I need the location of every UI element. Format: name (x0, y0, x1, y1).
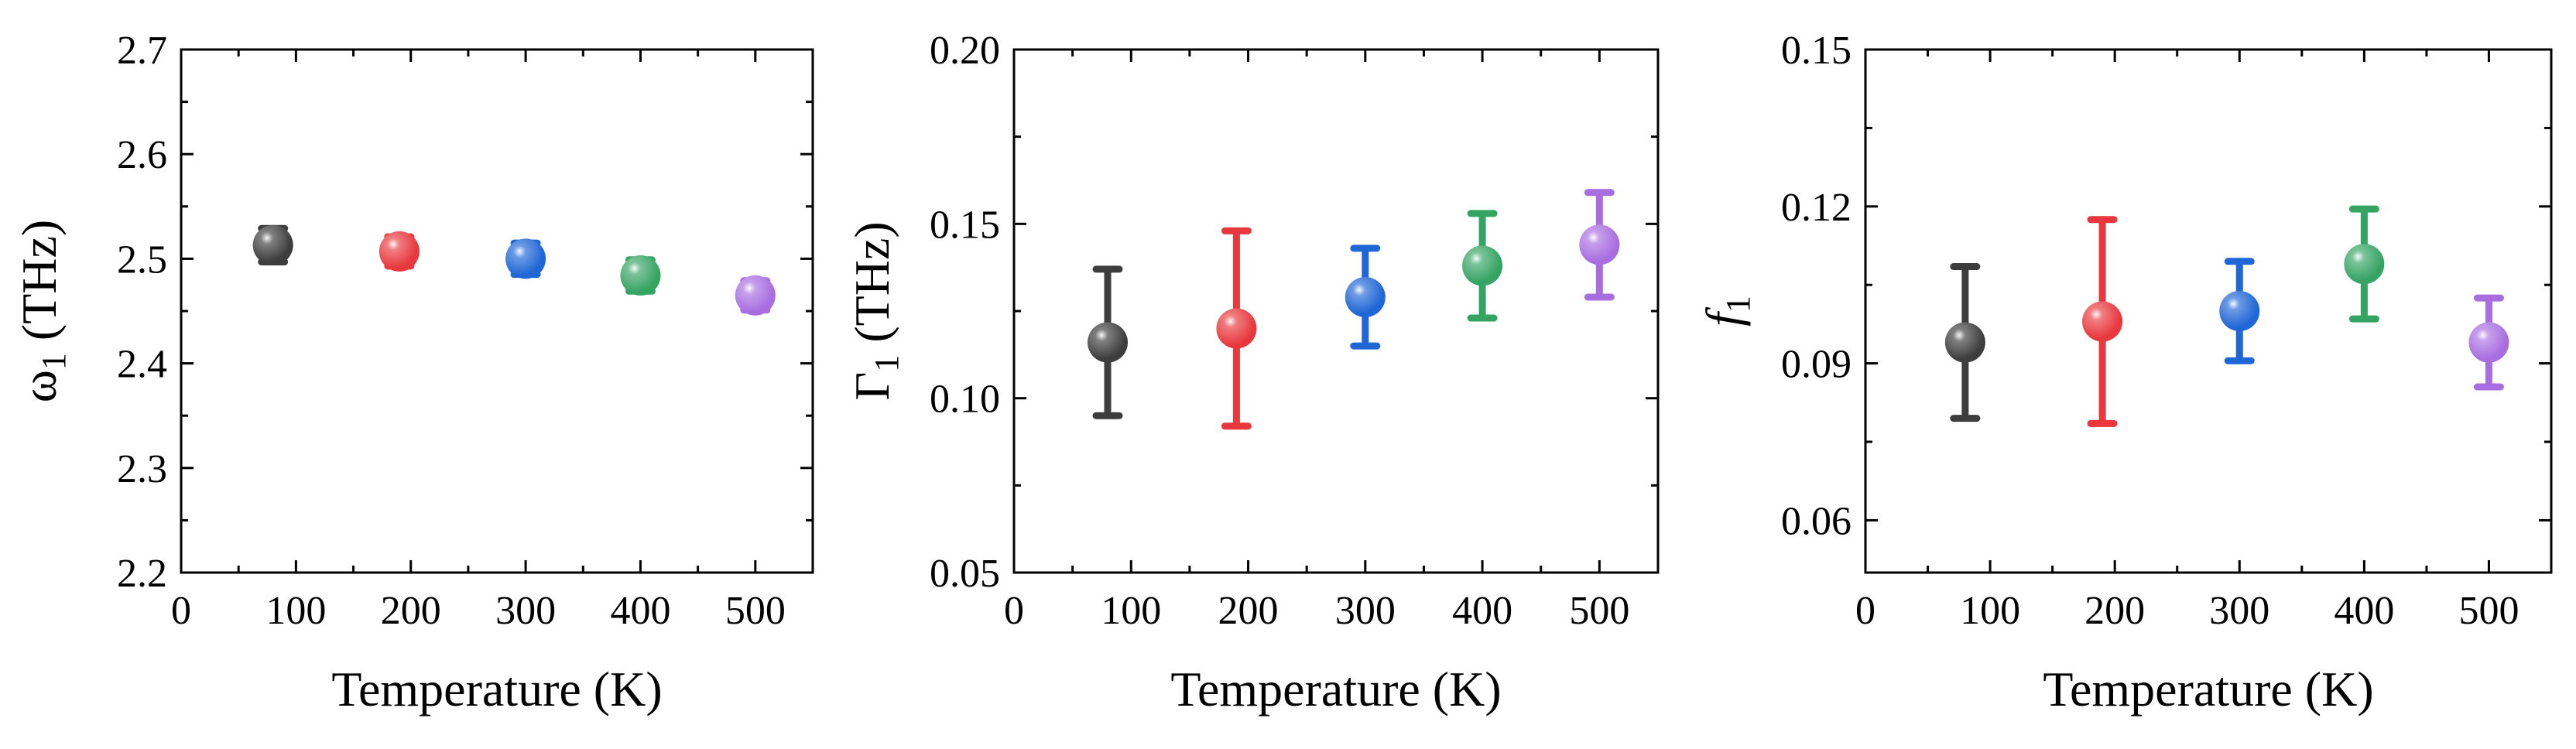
y-tick-label: 0.15 (930, 203, 1000, 247)
data-point (1345, 245, 1386, 350)
y-axis-title: Γ1 (THz) (844, 221, 906, 400)
x-tick-label: 200 (2084, 589, 2145, 633)
data-point (1462, 210, 1503, 322)
marker-highlight (1216, 308, 1257, 349)
x-axis-title: Temperature (K) (1170, 662, 1501, 717)
marker-highlight (1944, 322, 1985, 363)
plot-frame (180, 48, 814, 574)
y-tick-label: 2.3 (117, 447, 167, 491)
x-tick-label: 300 (2209, 589, 2269, 633)
x-tick-label: 500 (2458, 589, 2519, 633)
x-tick-label: 0 (171, 589, 191, 633)
marker-highlight (1579, 224, 1620, 265)
y-axis-title: ω1 (THz) (12, 220, 73, 402)
y-axis-subscript: 1 (868, 355, 906, 372)
data-point (1088, 265, 1129, 419)
data-point (735, 275, 776, 316)
data-point (1579, 189, 1620, 301)
x-tick-label: 200 (1218, 589, 1279, 633)
marker-highlight (2344, 244, 2385, 285)
y-tick-label: 0.20 (930, 29, 1000, 73)
marker-highlight (1345, 276, 1386, 317)
x-tick-label: 200 (381, 589, 441, 633)
y-tick-label: 2.5 (117, 238, 167, 282)
marker-highlight (735, 275, 776, 316)
x-tick-label: 100 (1960, 589, 2020, 633)
y-axis-unit: (THz) (844, 221, 899, 354)
data-point (2082, 216, 2123, 427)
plot-frame (1864, 48, 2553, 574)
x-tick-label: 0 (1004, 589, 1024, 633)
marker-highlight (2468, 322, 2509, 363)
marker-highlight (505, 238, 546, 279)
y-tick-label: 2.2 (117, 552, 167, 596)
y-tick-label: 0.10 (930, 378, 1000, 422)
x-tick-label: 500 (1569, 589, 1629, 633)
data-point (252, 224, 293, 265)
y-tick-label: 0.05 (930, 552, 1000, 596)
x-tick-label: 0 (1855, 589, 1875, 633)
y-tick-label: 0.09 (1781, 343, 1852, 387)
panel-omega: 0 100 200 300 400 500 2.2 2.3 2.4 2.5 2.6 2.7 Temper… (12, 29, 814, 717)
data-point (1944, 263, 1985, 422)
data-point (620, 255, 661, 296)
data-point (505, 238, 546, 279)
panel-gamma: 0 100 200 300 400 500 0.05 0.10 0.15 0.20 Temperat… (844, 29, 1660, 717)
x-axis-title: Temperature (K) (331, 662, 662, 717)
panel-f: 0 100 200 300 400 500 0.06 0.09 0.12 0.15 Temperat… (1696, 29, 2553, 717)
x-tick-label: 400 (1452, 589, 1512, 633)
y-axis-subscript: 1 (1719, 296, 1757, 313)
marker-highlight (1462, 245, 1503, 286)
marker-highlight (379, 231, 420, 272)
data-point (379, 231, 420, 272)
data-point (2344, 205, 2385, 323)
y-tick-label: 0.12 (1781, 186, 1852, 230)
marker-highlight (2082, 301, 2123, 342)
data-point (2219, 258, 2260, 364)
data-point (1216, 227, 1257, 430)
x-tick-label: 400 (2334, 589, 2394, 633)
marker-highlight (2219, 291, 2260, 331)
y-tick-label: 0.06 (1781, 499, 1852, 543)
x-tick-label: 500 (725, 589, 786, 633)
marker-highlight (1088, 322, 1129, 363)
x-axis-title: Temperature (K) (2043, 662, 2373, 717)
x-tick-label: 400 (610, 589, 670, 633)
x-tick-label: 300 (495, 589, 556, 633)
x-tick-label: 100 (265, 589, 326, 633)
y-axis-unit: (THz) (12, 220, 67, 353)
y-axis-title: f1 (1696, 296, 1757, 327)
x-tick-label: 300 (1335, 589, 1396, 633)
x-tick-label: 100 (1101, 589, 1161, 633)
y-tick-label: 2.4 (117, 343, 167, 387)
marker-highlight (252, 224, 293, 265)
y-tick-label: 2.6 (117, 133, 167, 177)
y-tick-label: 0.15 (1781, 29, 1852, 73)
y-axis-symbol: ω (12, 370, 67, 402)
data-point (2468, 294, 2509, 391)
y-axis-subscript: 1 (35, 353, 73, 370)
y-tick-label: 2.7 (117, 29, 167, 73)
y-axis-symbol: Γ (844, 372, 899, 401)
marker-highlight (620, 255, 661, 296)
